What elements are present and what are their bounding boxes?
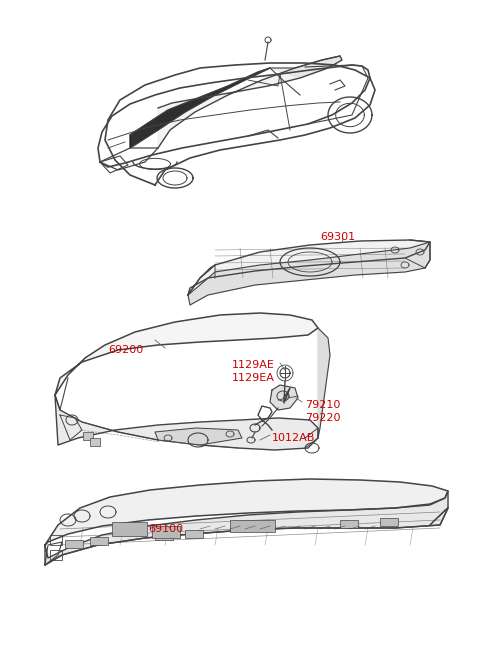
Bar <box>155 532 173 540</box>
Text: 79210: 79210 <box>305 400 340 410</box>
Bar <box>380 518 398 526</box>
Bar <box>50 550 62 560</box>
Polygon shape <box>45 491 448 565</box>
Text: 69301: 69301 <box>320 232 355 242</box>
Polygon shape <box>45 479 448 545</box>
Text: 1012AB: 1012AB <box>272 433 315 443</box>
Polygon shape <box>270 385 298 410</box>
Polygon shape <box>55 313 318 395</box>
Bar <box>83 432 93 440</box>
Text: 1129EA: 1129EA <box>232 373 275 383</box>
Bar <box>230 520 275 532</box>
Bar <box>152 526 180 538</box>
Text: 1129AE: 1129AE <box>232 360 275 370</box>
Polygon shape <box>188 240 430 295</box>
Bar <box>185 530 203 538</box>
Polygon shape <box>318 328 330 438</box>
Polygon shape <box>130 68 270 148</box>
Bar <box>90 438 100 446</box>
Polygon shape <box>155 428 242 445</box>
Bar <box>65 540 83 548</box>
Polygon shape <box>158 56 342 148</box>
Text: 79220: 79220 <box>305 413 340 423</box>
Text: 69200: 69200 <box>108 345 143 355</box>
Polygon shape <box>55 395 318 450</box>
Bar <box>340 520 358 528</box>
Text: 69100: 69100 <box>148 524 183 534</box>
Bar <box>50 535 62 545</box>
Bar <box>90 537 108 545</box>
Bar <box>112 522 147 536</box>
Polygon shape <box>188 242 430 305</box>
Polygon shape <box>270 56 342 78</box>
